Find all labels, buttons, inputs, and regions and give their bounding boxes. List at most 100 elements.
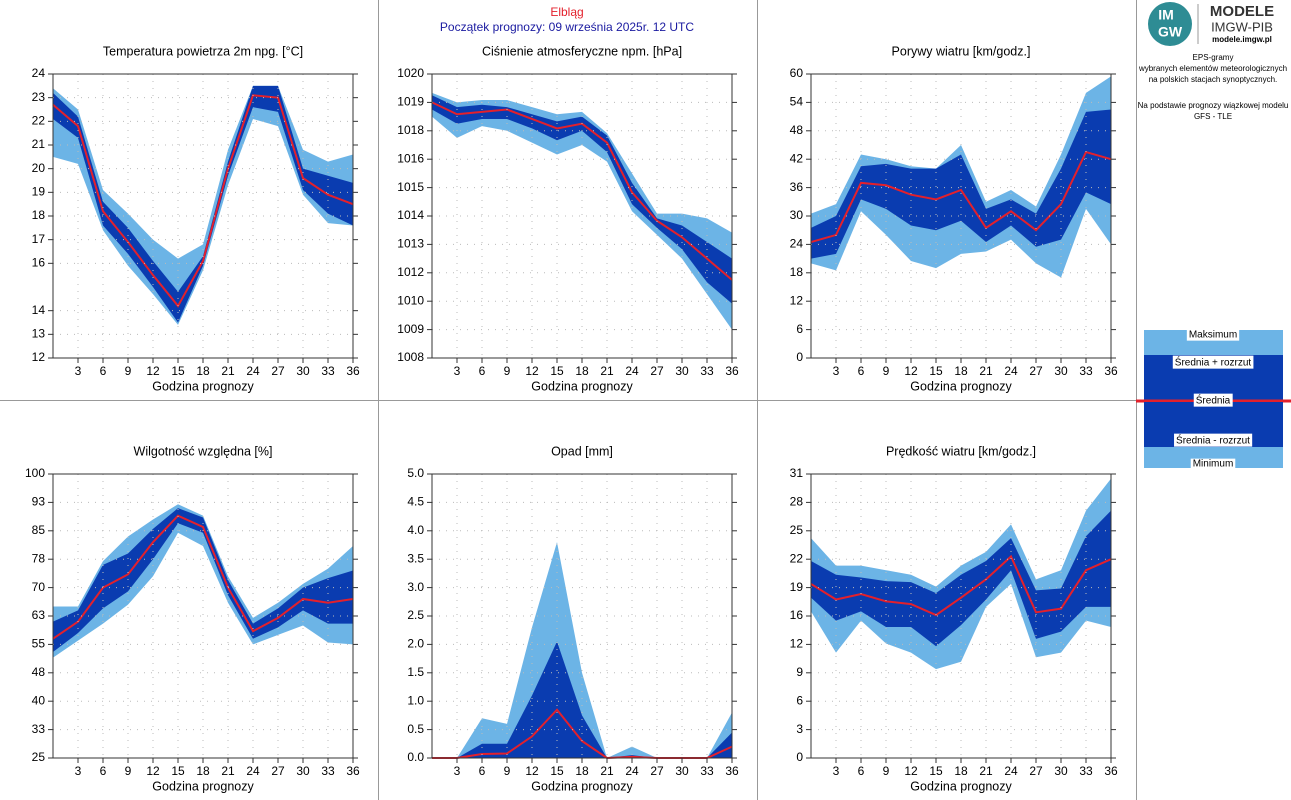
x-tick-label: 18 bbox=[954, 364, 968, 378]
x-tick-label: 15 bbox=[550, 364, 564, 378]
logo: IM GW MODELE IMGW-PIB modele.imgw.pl bbox=[1148, 2, 1274, 46]
y-tick-label: 16 bbox=[32, 256, 46, 270]
x-tick-label: 30 bbox=[1054, 764, 1068, 778]
y-tick-label: 4.5 bbox=[407, 495, 424, 509]
chart-title: Prędkość wiatru [km/godz.] bbox=[886, 444, 1036, 458]
x-tick-label: 3 bbox=[833, 764, 840, 778]
y-tick-label: 55 bbox=[32, 637, 46, 651]
x-axis-label: Godzina prognozy bbox=[531, 779, 633, 793]
chart: Wilgotność względna [%]Godzina prognozy2… bbox=[25, 444, 360, 793]
y-tick-label: 1020 bbox=[397, 66, 424, 80]
x-tick-label: 33 bbox=[1079, 364, 1093, 378]
legend-label: Minimum bbox=[1193, 459, 1234, 470]
band-area bbox=[432, 641, 732, 758]
y-tick-label: 13 bbox=[32, 327, 46, 341]
y-tick-label: 1012 bbox=[397, 265, 424, 279]
x-tick-label: 3 bbox=[454, 764, 461, 778]
legend-label: Średnia bbox=[1196, 394, 1231, 407]
logo-url: modele.imgw.pl bbox=[1212, 35, 1272, 44]
x-tick-label: 33 bbox=[700, 764, 714, 778]
x-tick-label: 30 bbox=[675, 364, 689, 378]
x-tick-label: 27 bbox=[650, 764, 664, 778]
x-tick-label: 12 bbox=[904, 764, 918, 778]
x-tick-label: 6 bbox=[479, 764, 486, 778]
x-tick-label: 36 bbox=[1104, 364, 1118, 378]
x-tick-label: 18 bbox=[196, 764, 210, 778]
y-tick-label: 0.5 bbox=[407, 722, 424, 736]
band-area bbox=[432, 542, 732, 758]
y-tick-label: 85 bbox=[32, 523, 46, 537]
y-tick-label: 48 bbox=[790, 123, 804, 137]
y-tick-label: 93 bbox=[32, 495, 46, 509]
legend-label-bg bbox=[1193, 393, 1233, 407]
x-tick-label: 3 bbox=[833, 364, 840, 378]
x-tick-label: 9 bbox=[883, 364, 890, 378]
legend-label-bg bbox=[1174, 433, 1253, 447]
x-tick-label: 21 bbox=[600, 764, 614, 778]
x-axis-label: Godzina prognozy bbox=[152, 379, 254, 393]
sidebar-line: wybranych elementów meteorologicznych bbox=[1138, 64, 1287, 73]
y-tick-label: 1.0 bbox=[407, 693, 424, 707]
y-tick-label: 54 bbox=[790, 95, 804, 109]
x-tick-label: 33 bbox=[700, 364, 714, 378]
y-tick-label: 2.0 bbox=[407, 637, 424, 651]
logo-circle bbox=[1148, 2, 1192, 46]
y-tick-label: 6 bbox=[796, 322, 803, 336]
y-tick-label: 31 bbox=[790, 466, 804, 480]
x-tick-label: 3 bbox=[454, 364, 461, 378]
y-tick-label: 48 bbox=[32, 665, 46, 679]
x-tick-label: 27 bbox=[1029, 764, 1043, 778]
x-tick-label: 36 bbox=[725, 364, 739, 378]
x-tick-label: 15 bbox=[929, 764, 943, 778]
y-tick-label: 12 bbox=[790, 637, 804, 651]
y-tick-label: 19 bbox=[32, 185, 46, 199]
x-tick-label: 27 bbox=[271, 764, 285, 778]
x-tick-label: 24 bbox=[625, 764, 639, 778]
chart: Temperatura powietrza 2m npg. [°C] Godzin… bbox=[32, 44, 360, 393]
legend-label-bg bbox=[1190, 458, 1236, 470]
x-axis-label: Godzina prognozy bbox=[531, 379, 633, 393]
x-tick-label: 6 bbox=[858, 364, 865, 378]
y-tick-label: 25 bbox=[32, 750, 46, 764]
y-tick-label: 21 bbox=[32, 137, 46, 151]
chart-title: Ciśnienie atmosferyczne npm. [hPa] bbox=[482, 44, 682, 58]
legend-label-bg bbox=[1186, 329, 1240, 341]
y-tick-label: 33 bbox=[32, 722, 46, 736]
logo-mark: GW bbox=[1158, 24, 1183, 40]
band-area bbox=[53, 85, 353, 325]
x-axis-label: Godzina prognozy bbox=[910, 779, 1012, 793]
y-tick-label: 14 bbox=[32, 303, 46, 317]
y-tick-label: 3.5 bbox=[407, 551, 424, 565]
y-tick-label: 1.5 bbox=[407, 665, 424, 679]
chart: Ciśnienie atmosferyczne npm. [hPa] Godzin… bbox=[397, 44, 739, 393]
sidebar-line: EPS-gramy bbox=[1193, 53, 1234, 62]
y-tick-label: 1009 bbox=[397, 322, 424, 336]
x-tick-label: 30 bbox=[1054, 364, 1068, 378]
x-tick-label: 30 bbox=[296, 764, 310, 778]
x-tick-label: 15 bbox=[171, 764, 185, 778]
y-tick-label: 1016 bbox=[397, 151, 424, 165]
chart: Porywy wiatru [km/godz.] Godzina prognozy… bbox=[790, 44, 1118, 393]
y-tick-label: 1008 bbox=[397, 350, 424, 364]
forecast-start: Początek prognozy: 09 września 2025r. 12… bbox=[440, 20, 694, 34]
chart-title: Wilgotność względna [%] bbox=[134, 444, 273, 458]
x-tick-label: 24 bbox=[246, 364, 260, 378]
chart: Prędkość wiatru [km/godz.] Godzina progno… bbox=[790, 444, 1118, 793]
plot-frame bbox=[52, 73, 354, 359]
x-tick-label: 12 bbox=[146, 364, 160, 378]
x-tick-label: 21 bbox=[221, 764, 235, 778]
y-tick-label: 22 bbox=[790, 551, 804, 565]
logo-mark: IM bbox=[1158, 7, 1174, 23]
y-tick-label: 70 bbox=[32, 580, 46, 594]
x-tick-label: 24 bbox=[1004, 764, 1018, 778]
x-tick-label: 12 bbox=[525, 764, 539, 778]
x-tick-label: 24 bbox=[246, 764, 260, 778]
x-tick-label: 36 bbox=[1104, 764, 1118, 778]
x-tick-label: 21 bbox=[600, 364, 614, 378]
x-tick-label: 36 bbox=[725, 764, 739, 778]
chart: Opad [mm] Godzina prognozy 0.0 0.5 1.0 1.5 2.0… bbox=[407, 444, 739, 793]
x-tick-label: 3 bbox=[75, 364, 82, 378]
x-axis-label: Godzina prognozy bbox=[910, 379, 1012, 393]
y-tick-label: 1014 bbox=[397, 208, 424, 222]
